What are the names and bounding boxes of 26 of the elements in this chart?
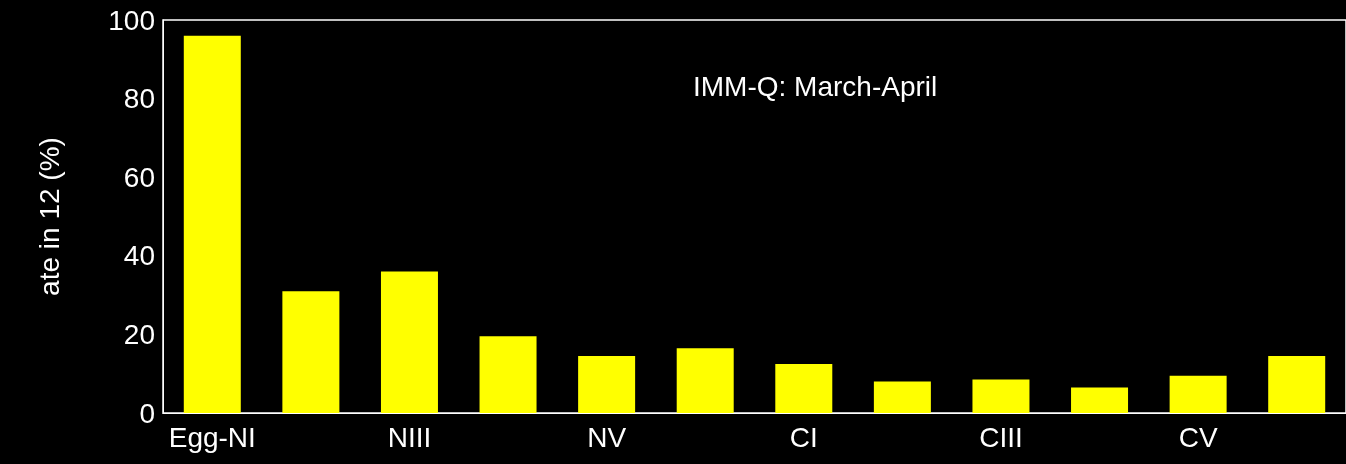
y-axis-title: ate in 12 (%) [33, 137, 65, 296]
x-tick-label: CIII [979, 421, 1023, 453]
bar [380, 271, 438, 413]
x-tick-label: CV [1178, 421, 1218, 453]
y-tick-label: 0 [139, 397, 155, 429]
x-tick-label: Egg-NI [168, 421, 256, 453]
y-tick-label: 80 [123, 83, 155, 115]
bar [1169, 375, 1227, 413]
bar [1071, 387, 1129, 413]
bar [775, 363, 833, 413]
x-tick-label: NV [587, 421, 627, 453]
bar [1268, 356, 1326, 413]
y-tick-label: 40 [123, 240, 155, 272]
bar [873, 381, 931, 413]
bar [972, 379, 1030, 413]
y-tick-label: 60 [123, 161, 155, 193]
x-tick-label: CI [789, 421, 818, 453]
y-tick-label: 20 [123, 318, 155, 350]
bar [676, 348, 734, 413]
bar [282, 291, 340, 413]
x-tick-label: NIII [387, 421, 432, 453]
bar [479, 336, 537, 413]
y-tick-label: 100 [108, 4, 155, 36]
bar [578, 356, 636, 413]
annotation: IMM-Q: March-April [693, 70, 938, 102]
bar [183, 35, 241, 413]
